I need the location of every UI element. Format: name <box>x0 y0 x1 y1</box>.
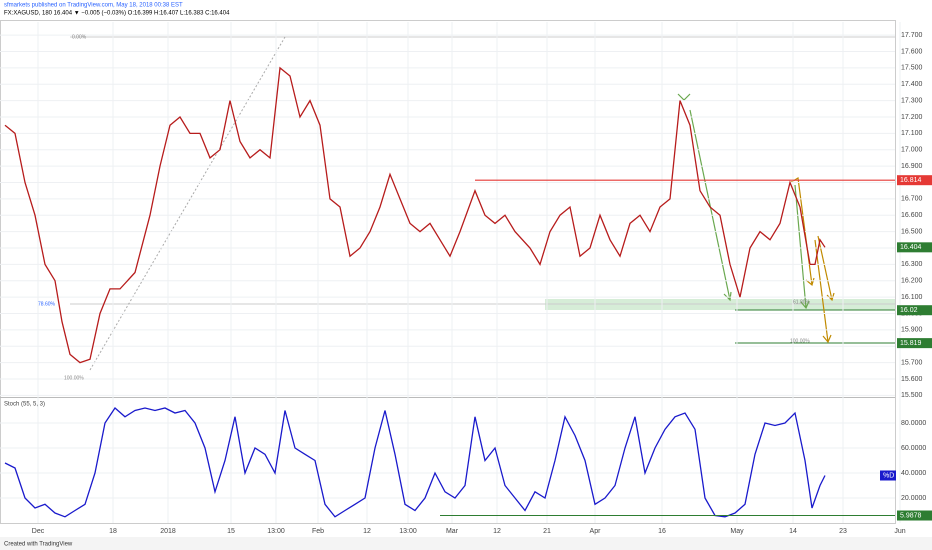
y-tick-label: 17.100 <box>901 130 923 137</box>
level-label: 16.02 <box>900 307 918 314</box>
level-label-box <box>897 305 932 316</box>
x-tick-label: Apr <box>590 528 602 535</box>
x-tick-label: 23 <box>839 528 847 535</box>
y-tick-label: 16.700 <box>901 196 923 203</box>
series-line <box>4 407 826 518</box>
y-tick-label: 15.900 <box>901 327 923 334</box>
fib-label: 78.60% <box>38 301 56 307</box>
y-tick-label: 40.0000 <box>901 470 926 477</box>
plot-frame <box>0 20 896 524</box>
level-label-box <box>897 242 932 253</box>
series-label-box <box>880 470 896 481</box>
x-tick-label: 2018 <box>160 528 176 535</box>
x-tick-label: Mar <box>446 528 459 535</box>
x-tick-label: 13:00 <box>267 528 285 535</box>
y-tick-label: 20.0000 <box>901 495 926 502</box>
y-tick-label: 17.000 <box>901 147 923 154</box>
fib-label: 61.80% <box>793 299 811 305</box>
level-label-box <box>897 338 932 349</box>
y-tick-label: 17.700 <box>901 32 923 39</box>
y-tick-label: 17.300 <box>901 97 923 104</box>
y-tick-label: 17.200 <box>901 114 923 121</box>
x-tick-label: Dec <box>32 528 45 535</box>
x-tick-label: 16 <box>658 528 666 535</box>
y-tick-label: 15.600 <box>901 376 923 383</box>
fib-label: 100.00% <box>64 375 84 381</box>
y-tick-label: 16.100 <box>901 294 923 301</box>
footer: Created with TradingView <box>4 542 73 548</box>
level-label-box <box>897 510 932 521</box>
level-label: 16.814 <box>900 177 922 184</box>
publisher: sfmarkets published on TradingView.com, … <box>4 3 183 9</box>
y-tick-label: 16.300 <box>901 261 923 268</box>
series-line <box>4 66 826 364</box>
y-tick-label: 17.500 <box>901 65 923 72</box>
x-tick-label: 15 <box>227 528 235 535</box>
y-tick-label: 16.500 <box>901 228 923 235</box>
level-label: 5.9878 <box>900 512 922 519</box>
y-tick-label: 80.0000 <box>901 420 926 427</box>
y-tick-label: 17.600 <box>901 48 923 55</box>
y-tick-label: 16.900 <box>901 163 923 170</box>
arrow <box>677 93 691 101</box>
y-tick-label: 60.0000 <box>901 445 926 452</box>
footer-bar <box>0 537 932 550</box>
y-tick-label: 15.700 <box>901 359 923 366</box>
fib-trend <box>89 36 286 371</box>
x-tick-label: Jun <box>894 528 905 535</box>
level-label: 15.819 <box>900 340 922 347</box>
y-tick-label: 17.400 <box>901 81 923 88</box>
level-label-box <box>897 175 932 186</box>
level-label: 16.404 <box>900 244 922 251</box>
fib-label: 0.00% <box>72 34 87 40</box>
x-tick-label: 14 <box>789 528 797 535</box>
x-tick-label: 21 <box>543 528 551 535</box>
symbol-info: FX:XAGUSD, 180 16.404 ▼ −0.005 (−0.03%) … <box>4 11 230 17</box>
arrow <box>689 109 732 302</box>
stoch-title: Stoch (55, 5, 3) <box>4 402 45 408</box>
y-tick-label: 15.500 <box>901 392 923 399</box>
x-tick-label: 12 <box>363 528 371 535</box>
series-label: %D <box>883 472 894 479</box>
x-tick-label: Feb <box>312 528 324 535</box>
fib-label: 100.00% <box>790 338 810 344</box>
y-tick-label: 16.600 <box>901 212 923 219</box>
x-tick-label: 12 <box>493 528 501 535</box>
x-tick-label: 18 <box>109 528 117 535</box>
x-tick-label: May <box>730 528 744 535</box>
arrow <box>794 184 810 310</box>
y-tick-label: 16.200 <box>901 278 923 285</box>
x-tick-label: 13:00 <box>399 528 417 535</box>
